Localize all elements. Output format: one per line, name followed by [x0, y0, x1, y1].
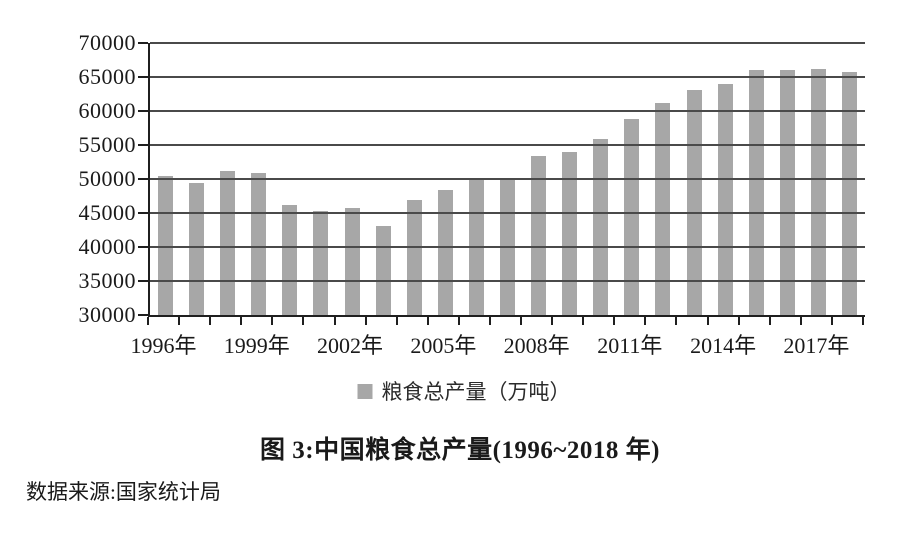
x-tick-0 — [147, 317, 149, 325]
y-axis-label-60000: 60000 — [78, 98, 136, 123]
x-tick-6 — [333, 317, 336, 325]
x-ticks-layer — [0, 317, 900, 327]
x-tick-1 — [178, 317, 181, 325]
x-tick-17 — [675, 317, 678, 325]
y-tick-65000 — [138, 76, 148, 78]
x-tick-20 — [768, 317, 771, 325]
x-tick-4 — [271, 317, 274, 325]
x-tick-19 — [737, 317, 740, 325]
y-axis-label-45000: 45000 — [78, 200, 136, 225]
y-axis-label-30000: 30000 — [78, 302, 136, 327]
y-axis-label-70000: 70000 — [78, 30, 136, 55]
x-tick-11 — [488, 317, 491, 325]
x-tick-14 — [582, 317, 585, 325]
bar-2018年 — [841, 71, 857, 315]
x-tick-10 — [457, 317, 460, 325]
bar-2017年 — [810, 69, 826, 315]
y-axis-labels: 30000 35000 40000 45000 50000 55000 60000 65000… — [0, 31, 140, 327]
bar-2009年 — [562, 152, 578, 315]
x-tick-23 — [862, 317, 864, 325]
y-axis-label-55000: 55000 — [78, 132, 136, 157]
x-tick-12 — [520, 317, 523, 325]
x-tick-18 — [706, 317, 709, 325]
bar-2010年 — [593, 138, 609, 315]
bar-2000年 — [282, 204, 298, 315]
x-axis-label-2017年: 2017年 — [783, 333, 850, 358]
bar-2016年 — [779, 69, 795, 315]
x-axis-label-2014年: 2014年 — [690, 333, 757, 358]
bar-2011年 — [624, 118, 640, 315]
figure-caption: 图 3:中国粮食总产量(1996~2018 年) — [260, 437, 660, 464]
y-tick-60000 — [138, 110, 148, 112]
chart-plot-area — [138, 42, 865, 317]
bar-1998年 — [220, 170, 236, 315]
bar-1997年 — [189, 182, 205, 315]
legend-swatch-icon — [357, 383, 373, 399]
bar-2012年 — [655, 102, 671, 315]
x-tick-8 — [395, 317, 398, 325]
y-axis-label-35000: 35000 — [78, 268, 136, 293]
bar-1999年 — [251, 173, 267, 315]
x-tick-22 — [830, 317, 833, 325]
bar-2004年 — [406, 199, 422, 315]
bar-2008年 — [531, 155, 547, 315]
x-tick-5 — [302, 317, 305, 325]
bar-1996年 — [158, 175, 174, 315]
x-tick-21 — [799, 317, 802, 325]
y-tick-30000 — [138, 314, 148, 316]
bar-2015年 — [748, 69, 764, 315]
y-tick-45000 — [138, 212, 148, 214]
x-axis-labels: 1996年 1999年 2002年 2005年 2008年 2011年 2014年 2017年 — [0, 328, 900, 358]
bar-2013年 — [686, 90, 702, 315]
x-axis-label-2005年: 2005年 — [410, 333, 477, 358]
x-axis-label-2011年: 2011年 — [597, 333, 663, 358]
y-tick-55000 — [138, 144, 148, 146]
bar-2006年 — [468, 180, 484, 315]
x-tick-16 — [644, 317, 647, 325]
x-tick-3 — [240, 317, 243, 325]
bar-2001年 — [313, 211, 329, 315]
bar-2003年 — [375, 226, 391, 315]
legend-label: 粮食总产量（万吨） — [381, 380, 571, 404]
x-axis-label-1996年: 1996年 — [130, 333, 197, 358]
bar-2014年 — [717, 84, 733, 315]
bar-2007年 — [500, 177, 515, 315]
y-axis-label-65000: 65000 — [78, 64, 136, 89]
x-tick-9 — [426, 317, 429, 325]
y-ticks-layer — [138, 42, 865, 316]
y-tick-40000 — [138, 246, 148, 248]
x-tick-13 — [551, 317, 554, 325]
bar-2005年 — [437, 189, 453, 315]
y-axis-label-40000: 40000 — [78, 234, 136, 259]
bars-layer — [150, 43, 865, 315]
data-source: 数据来源:国家统计局 — [26, 480, 221, 504]
x-tick-7 — [364, 317, 367, 325]
x-axis-label-1999年: 1999年 — [223, 333, 290, 358]
y-tick-50000 — [138, 178, 148, 180]
x-axis-label-2002年: 2002年 — [317, 333, 384, 358]
y-tick-70000 — [138, 42, 148, 44]
x-tick-15 — [613, 317, 616, 325]
x-tick-2 — [209, 317, 212, 325]
y-tick-35000 — [138, 280, 148, 282]
y-axis-label-50000: 50000 — [78, 166, 136, 191]
legend: 粮食总产量（万吨） — [357, 376, 571, 406]
x-axis-label-2008年: 2008年 — [503, 333, 570, 358]
bar-2002年 — [344, 208, 360, 315]
